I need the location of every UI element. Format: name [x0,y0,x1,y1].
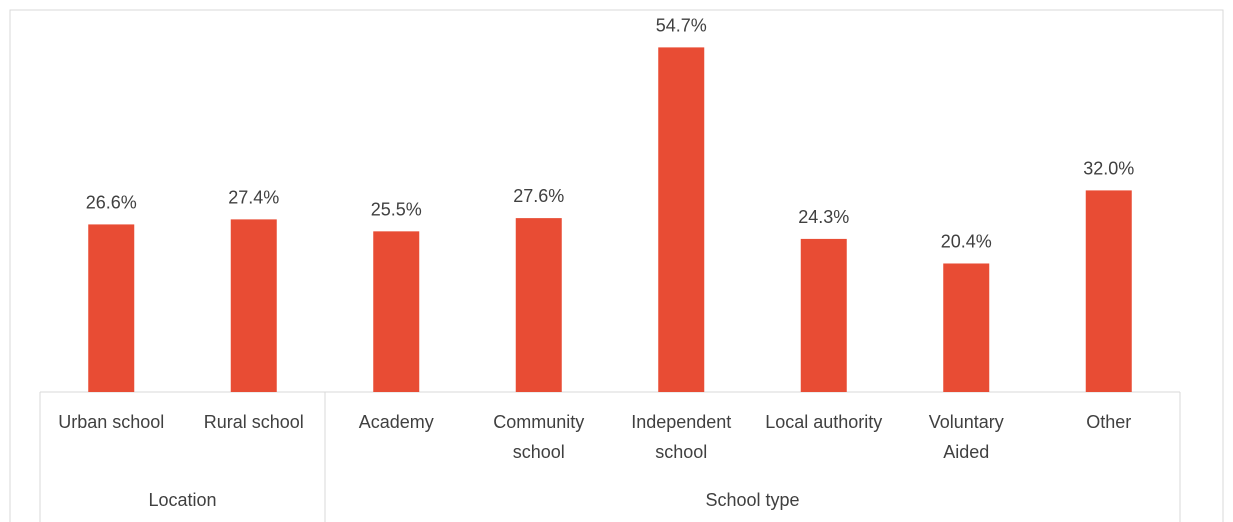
data-label-rural-school: 27.4% [228,187,279,207]
category-axis [39,391,1181,522]
bar-urban-school [88,224,135,392]
category-label-community-school-line-2: school [513,442,565,462]
category-label-local-authority: Local authority [765,412,882,432]
bar-community-school [515,218,562,392]
data-label-urban-school: 26.6% [86,192,137,212]
data-label-academy: 25.5% [371,199,422,219]
group-label-location: Location [148,490,216,510]
data-label-local-authority: 24.3% [798,207,849,227]
group-labels: Location School type [148,490,799,510]
bar-rural-school [230,219,277,392]
group-label-school-type: School type [705,490,799,510]
category-label-community-school-line-1: Community [493,412,584,432]
bar-independent-school [658,47,705,392]
category-label-independent-school-line-2: school [655,442,707,462]
data-label-community-school: 27.6% [513,186,564,206]
category-label-other: Other [1086,412,1131,432]
category-label-academy: Academy [359,412,434,432]
category-label-voluntary-aided-line-1: Voluntary [929,412,1004,432]
bar-academy [373,231,420,392]
data-label-independent-school: 54.7% [656,15,707,35]
data-labels: 26.6% 27.4% 25.5% 27.6% 54.7% 24.3% 20.4% 32.0% [86,15,1135,251]
bar-local-authority [800,238,847,392]
data-label-other: 32.0% [1083,158,1134,178]
bar-series [88,47,1132,392]
bar-other [1085,190,1132,392]
data-label-voluntary-aided: 20.4% [941,231,992,251]
category-label-independent-school-line-1: Independent [631,412,731,432]
chart-border [9,9,1224,522]
category-label-urban-school: Urban school [58,412,164,432]
category-labels: Urban school Rural school Academy Community… [58,412,1131,462]
bar-voluntary-aided [943,263,990,392]
category-label-voluntary-aided-line-2: Aided [943,442,989,462]
category-label-rural-school: Rural school [204,412,304,432]
